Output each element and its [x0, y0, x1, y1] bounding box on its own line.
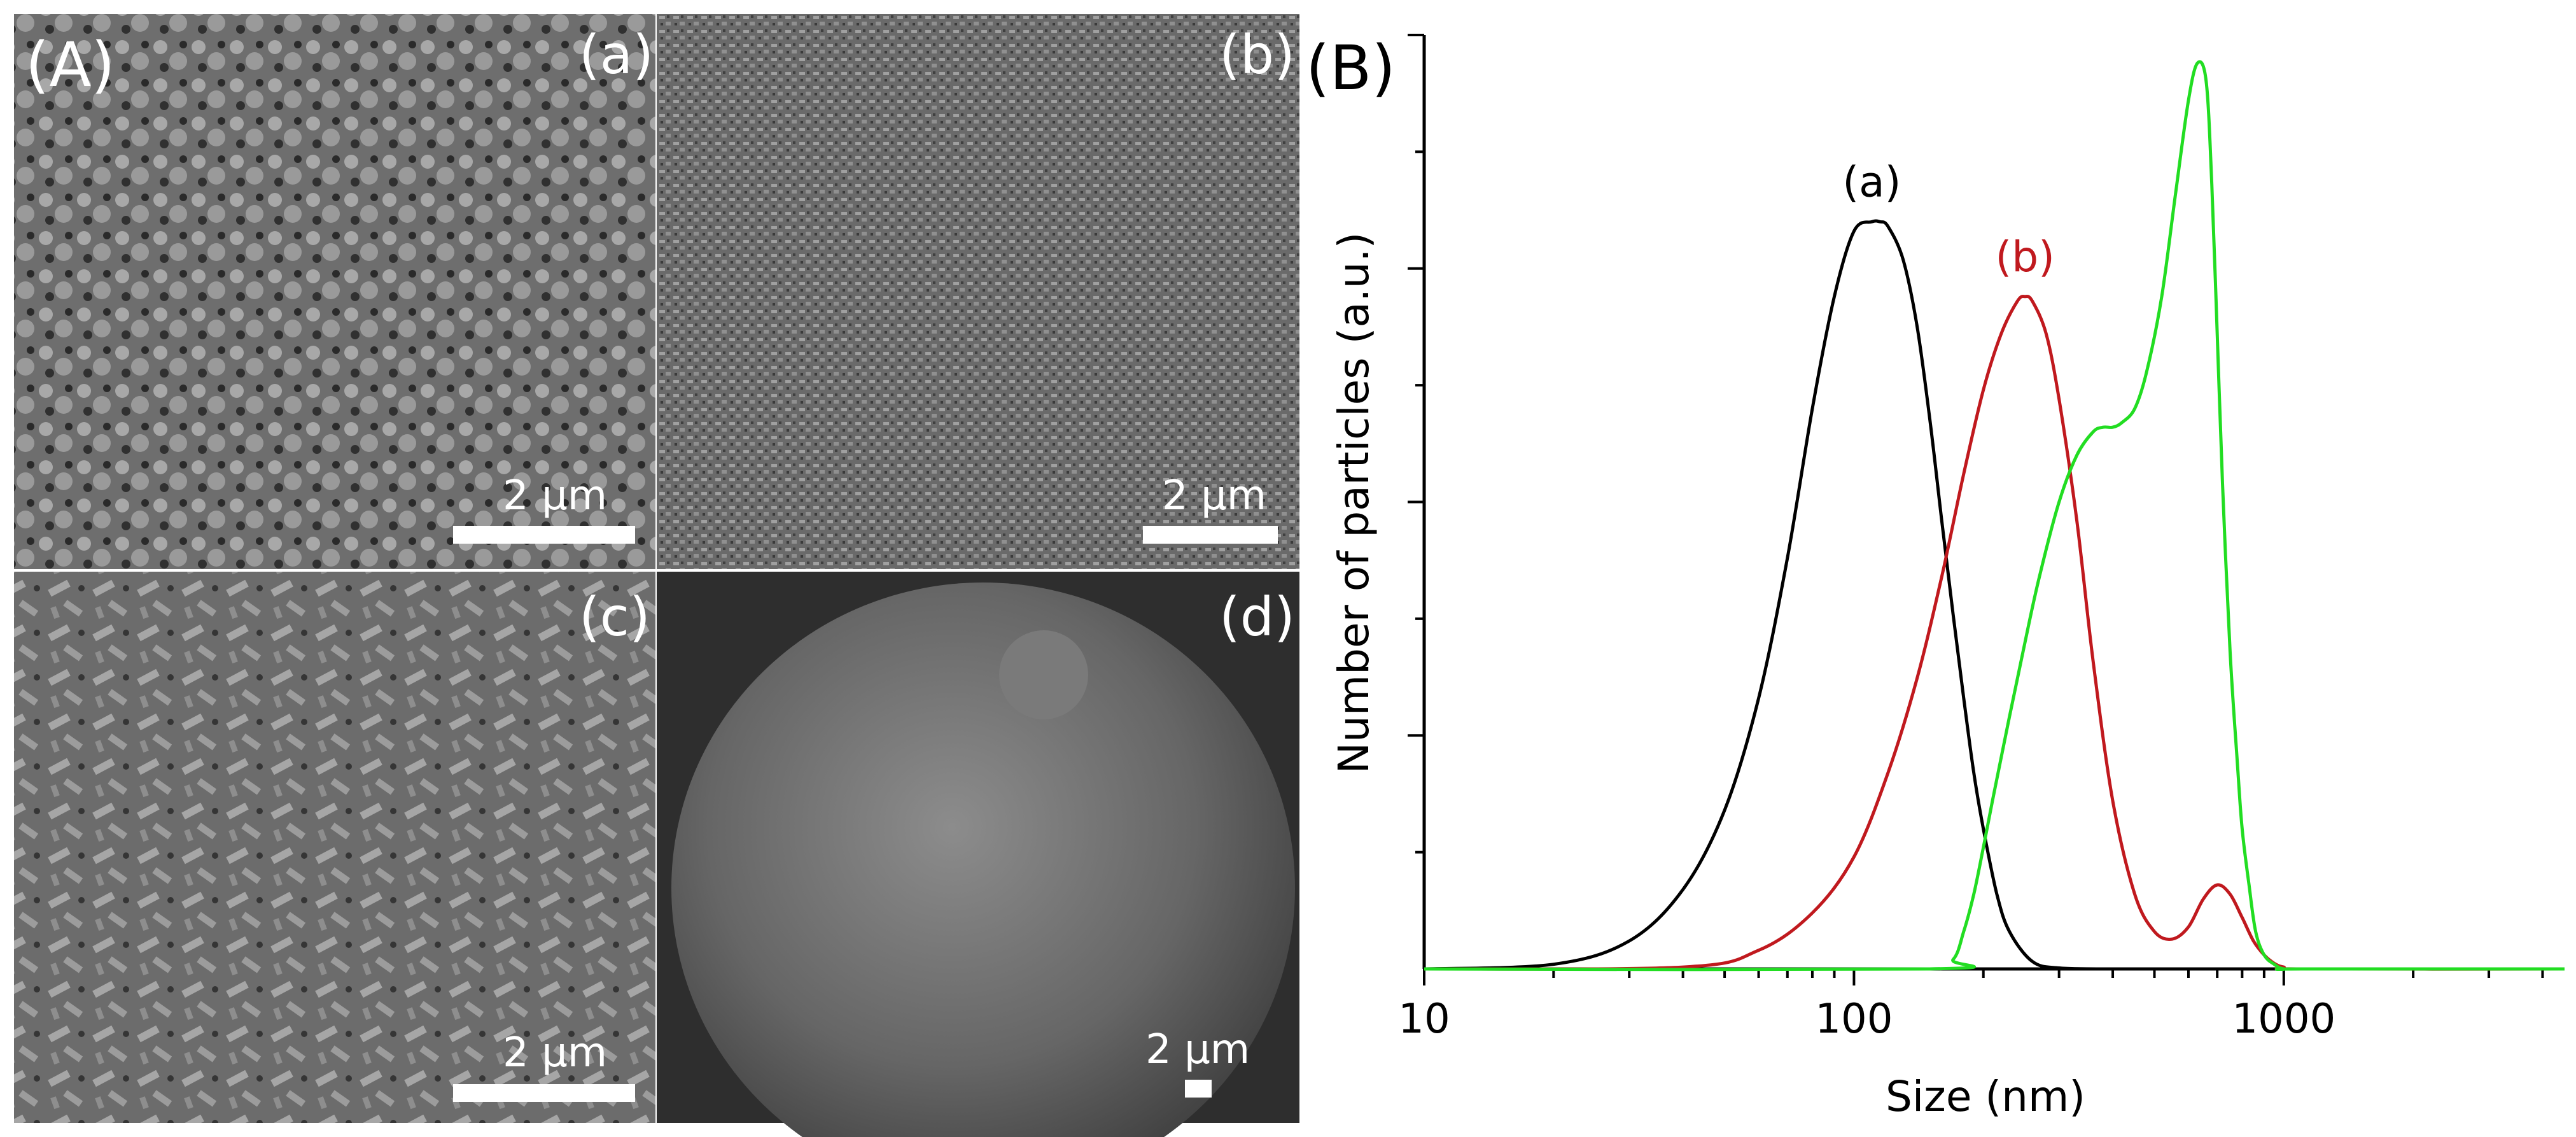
series-layer [1424, 60, 2565, 971]
x-tick-label: 100 [1815, 996, 1893, 1043]
micrograph-a-label: (a) [579, 24, 654, 86]
x-ticks [1423, 969, 2544, 985]
micrograph-b-scale-text: 2 µm [1162, 472, 1266, 519]
micrograph-b-image [657, 14, 1299, 569]
panel-a: (a) 2 µm (b) 2 µm (c) 2 µm (d) 2 µm (A) [14, 14, 1299, 1137]
micrograph-c-scale-text: 2 µm [503, 1029, 607, 1077]
micrograph-b: (b) 2 µm [657, 14, 1299, 569]
micrograph-d-particle [671, 583, 1295, 1137]
annotation-layer: (a)(b)(c) [1842, 157, 2054, 281]
series-a-line [1424, 219, 2113, 971]
series-c-line [1424, 60, 2565, 971]
micrograph-b-label: (b) [1219, 24, 1295, 86]
x-tick-label: 1000 [2232, 996, 2335, 1043]
micrograph-d-label: (d) [1219, 586, 1295, 648]
x-tick-labels: 10 100 1000 [1398, 996, 2335, 1043]
micrograph-a-scale-text: 2 µm [503, 472, 607, 519]
series-b-annotation: (b) [1995, 232, 2054, 281]
micrograph-c-label: (c) [579, 586, 650, 648]
x-axis-label: Size (nm) [1886, 1072, 2085, 1121]
micrograph-c: (c) 2 µm [14, 572, 655, 1123]
series-b-line [1424, 295, 2565, 971]
panel-b-label: (B) [1306, 32, 1396, 104]
y-axis-label: Number of particles (a.u.) [1329, 232, 1378, 774]
micrograph-a: (a) 2 µm [14, 14, 655, 569]
panel-a-label: (A) [25, 29, 115, 101]
micrograph-c-image [14, 572, 655, 1123]
micrograph-b-scale-bar [1143, 526, 1278, 544]
micrograph-d: (d) 2 µm [657, 572, 1299, 1137]
x-tick-label: 10 [1398, 996, 1450, 1043]
micrograph-c-scale-bar [453, 1084, 635, 1102]
micrograph-d-nodule [999, 630, 1088, 719]
micrograph-d-scale-bar [1185, 1080, 1212, 1098]
y-ticks [1408, 34, 1424, 854]
micrograph-a-image [14, 14, 655, 569]
series-a-annotation: (a) [1842, 157, 1901, 206]
micrograph-d-scale-text: 2 µm [1145, 1026, 1250, 1073]
micrograph-a-scale-bar [453, 526, 635, 544]
